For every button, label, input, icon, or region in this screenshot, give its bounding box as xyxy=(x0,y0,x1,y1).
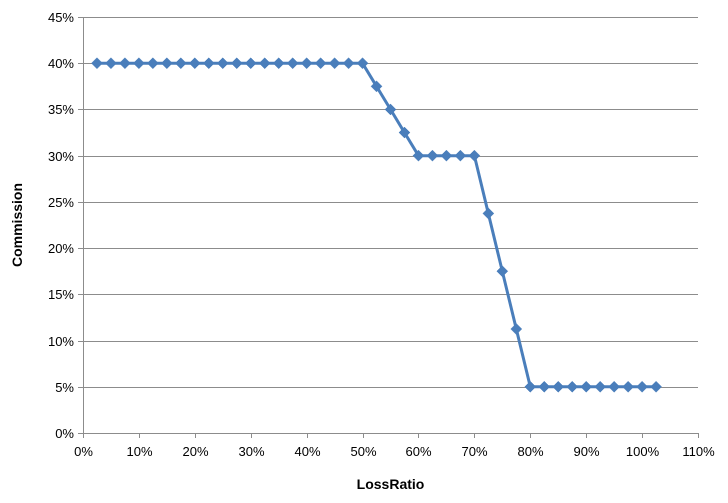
data-point-marker xyxy=(538,380,551,393)
y-tick-label: 0% xyxy=(55,426,74,441)
series-line xyxy=(97,61,657,389)
y-tick-label: 5% xyxy=(55,380,74,395)
data-point-marker xyxy=(216,57,229,70)
data-point-marker xyxy=(496,265,509,278)
y-tick-label: 40% xyxy=(48,56,74,71)
data-point-marker xyxy=(161,57,173,70)
data-point-marker xyxy=(566,380,579,393)
data-point-marker xyxy=(650,380,662,393)
data-point-marker xyxy=(384,103,397,116)
x-tick-label: 110% xyxy=(682,444,715,459)
data-point-marker xyxy=(300,57,313,70)
x-tick-label: 10% xyxy=(126,444,152,459)
data-point-marker xyxy=(174,57,187,70)
data-point-marker xyxy=(468,149,481,162)
data-point-marker xyxy=(147,57,159,70)
data-point-marker xyxy=(314,57,327,70)
data-point-marker xyxy=(454,149,467,162)
x-tick-label: 40% xyxy=(294,444,320,459)
data-point-marker xyxy=(105,57,117,70)
data-point-marker xyxy=(91,57,103,70)
data-point-marker xyxy=(328,57,341,70)
x-tick-label: 80% xyxy=(517,444,543,459)
y-tick-label: 10% xyxy=(48,334,74,349)
x-tick-label: 30% xyxy=(238,444,264,459)
y-tick-labels: 0% 5% 10% 15% 20% 25% 30% 35% 40% 45% xyxy=(48,10,74,441)
data-point-marker xyxy=(636,380,648,393)
data-point-marker xyxy=(370,80,383,93)
data-point-marker xyxy=(286,57,299,70)
data-point-marker xyxy=(608,380,620,393)
data-point-marker xyxy=(398,126,411,139)
data-point-marker xyxy=(412,149,425,162)
data-point-marker xyxy=(440,149,453,162)
data-point-marker xyxy=(342,57,355,70)
data-point-marker xyxy=(272,57,285,70)
series-commission xyxy=(91,57,662,393)
data-point-marker xyxy=(244,57,257,70)
data-point-marker xyxy=(524,380,537,393)
y-tick-label: 30% xyxy=(48,149,74,164)
x-tick-label: 50% xyxy=(350,444,376,459)
axes xyxy=(78,17,699,438)
data-point-marker xyxy=(580,380,593,393)
data-point-marker xyxy=(202,57,215,70)
data-point-marker xyxy=(356,57,369,70)
x-tick-label: 90% xyxy=(573,444,599,459)
data-point-marker xyxy=(119,57,131,70)
data-point-marker xyxy=(188,57,201,70)
y-tick-label: 35% xyxy=(48,102,74,117)
y-tick-label: 45% xyxy=(48,10,74,25)
x-tick-label: 20% xyxy=(182,444,208,459)
y-tick-label: 20% xyxy=(48,241,74,256)
data-point-marker xyxy=(133,57,145,70)
data-point-marker xyxy=(552,380,565,393)
data-point-marker xyxy=(426,149,439,162)
x-tick-label: 60% xyxy=(405,444,431,459)
gridlines xyxy=(83,17,698,388)
data-point-marker xyxy=(510,323,523,335)
y-tick-label: 15% xyxy=(48,287,74,302)
x-tick-labels: 0% 10% 20% 30% 40% 50% 60% 70% 80% 90% 100% 110% xyxy=(74,444,715,459)
x-tick-label: 70% xyxy=(461,444,487,459)
x-axis-title: LossRatio xyxy=(357,476,425,492)
x-tick-label: 100% xyxy=(626,444,660,459)
y-tick-label: 25% xyxy=(48,195,74,210)
data-point-marker xyxy=(622,380,634,393)
data-point-marker xyxy=(230,57,243,70)
y-axis-title: Commission xyxy=(9,183,25,267)
data-point-marker xyxy=(482,207,495,220)
x-tick-label: 0% xyxy=(74,444,93,459)
data-point-marker xyxy=(594,380,607,393)
data-point-marker xyxy=(258,57,271,70)
